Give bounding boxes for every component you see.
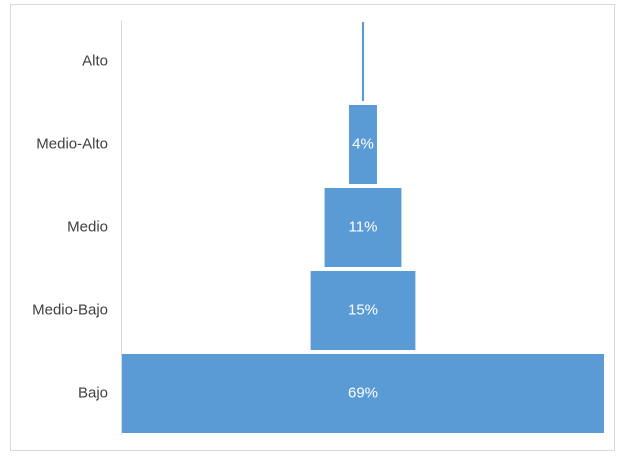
category-label: Medio-Bajo (32, 301, 108, 318)
bar (349, 105, 377, 184)
category-label: Bajo (78, 384, 108, 401)
category-label: Medio-Alto (36, 135, 108, 152)
category-label: Medio (67, 218, 108, 235)
value-label: 15% (348, 301, 378, 318)
bar (122, 354, 604, 433)
bar (361, 22, 365, 101)
bar (310, 271, 416, 350)
value-label: 11% (349, 218, 378, 235)
value-label: 4% (352, 135, 374, 152)
bar (324, 188, 402, 267)
category-label: Alto (82, 52, 108, 69)
value-label: 69% (348, 384, 378, 401)
